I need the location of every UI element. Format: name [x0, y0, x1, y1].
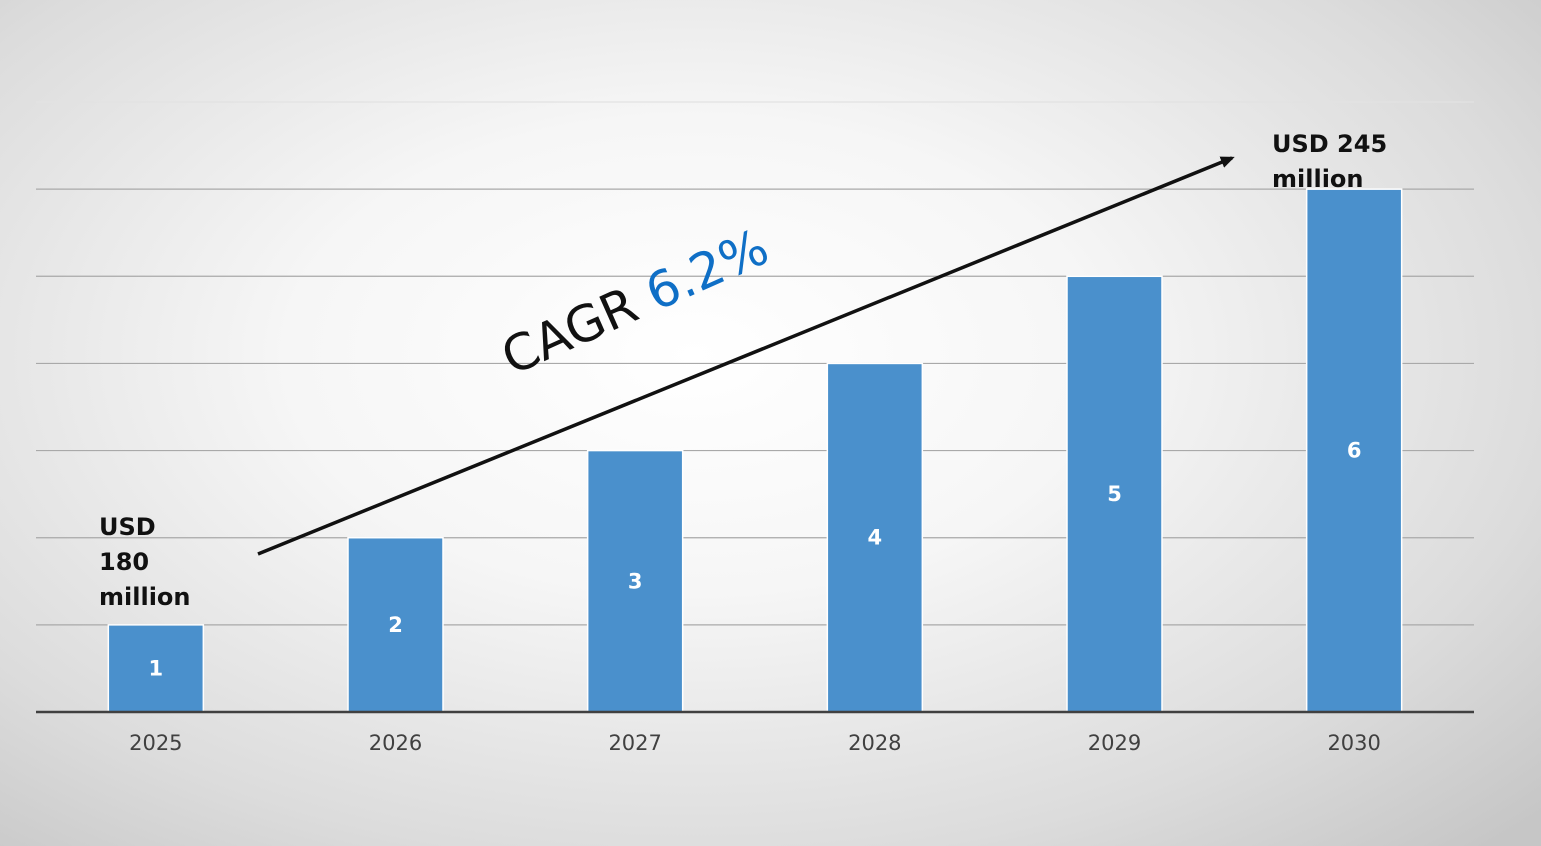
x-tick-label: 2027 [608, 731, 661, 755]
bar-data-label: 4 [868, 526, 883, 550]
x-tick-label: 2026 [369, 731, 422, 755]
x-axis-tick-labels: 2025 2026 2027 2028 2029 2030 [129, 731, 1381, 755]
growth-arrow-line [257, 156, 1235, 556]
x-tick-label: 2025 [129, 731, 182, 755]
end-value-callout: USD 245 million [1272, 130, 1388, 193]
growth-arrow [257, 156, 1235, 556]
x-tick-label: 2028 [848, 731, 901, 755]
bar [586, 449, 684, 713]
x-tick-label: 2029 [1088, 731, 1141, 755]
bar [1066, 275, 1163, 713]
start-value-callout: USD 180 million [99, 513, 191, 611]
bar-data-label: 1 [149, 656, 164, 680]
bar [826, 362, 924, 713]
bar [347, 536, 444, 713]
bar-data-labels: 1 2 3 4 5 6 [149, 439, 1362, 681]
bar-data-label: 5 [1107, 482, 1122, 506]
bar-data-label: 6 [1347, 439, 1362, 463]
bar-data-label: 2 [388, 613, 403, 637]
gridlines [36, 101, 1474, 626]
bar-data-label: 3 [628, 569, 643, 593]
bars [107, 188, 1403, 713]
bar [1305, 188, 1403, 713]
x-tick-label: 2030 [1327, 731, 1380, 755]
